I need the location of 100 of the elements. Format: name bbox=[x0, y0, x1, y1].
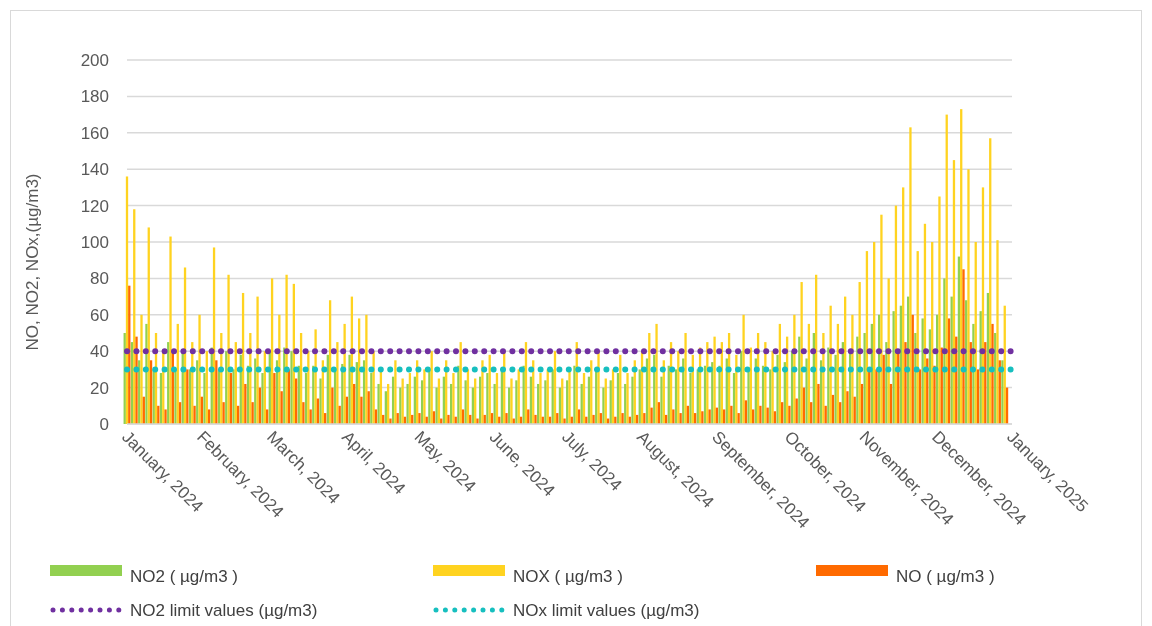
bar bbox=[447, 414, 450, 424]
bar bbox=[174, 369, 177, 424]
bar bbox=[515, 380, 518, 424]
bar bbox=[307, 351, 310, 424]
bar bbox=[708, 409, 711, 424]
bar bbox=[261, 373, 264, 424]
bar bbox=[573, 365, 576, 424]
y-axis-title: NO, NO2, NOx,(µg/m3) bbox=[23, 173, 42, 351]
bar bbox=[701, 411, 704, 424]
legend-label: NOx limit values (µg/m3) bbox=[513, 600, 700, 620]
bar bbox=[938, 196, 941, 424]
bar bbox=[193, 405, 196, 424]
bar bbox=[319, 378, 322, 424]
bar bbox=[776, 354, 779, 424]
bar bbox=[198, 314, 201, 424]
bar bbox=[343, 323, 346, 424]
bar bbox=[967, 169, 970, 424]
bar bbox=[943, 278, 946, 424]
y-tick-label: 20 bbox=[90, 378, 109, 398]
bar bbox=[747, 369, 750, 424]
bar bbox=[331, 387, 334, 424]
bar bbox=[372, 351, 375, 424]
bar bbox=[377, 383, 380, 424]
bar bbox=[933, 365, 936, 424]
bar bbox=[996, 240, 999, 424]
bar bbox=[302, 402, 305, 424]
bar bbox=[684, 333, 687, 424]
bar bbox=[834, 354, 837, 424]
bar bbox=[457, 365, 460, 424]
bar bbox=[909, 127, 912, 424]
bar bbox=[435, 387, 438, 424]
y-tick-label: 120 bbox=[80, 196, 109, 216]
bar bbox=[203, 373, 206, 424]
bar bbox=[481, 360, 484, 424]
bar bbox=[539, 373, 542, 424]
bar bbox=[394, 360, 397, 424]
bar bbox=[846, 391, 849, 424]
bar bbox=[660, 376, 663, 424]
bar bbox=[863, 333, 866, 424]
y-tick-label: 100 bbox=[80, 232, 109, 252]
bar bbox=[452, 373, 455, 424]
bar bbox=[972, 323, 975, 424]
legend-label: NOX ( µg/m3 ) bbox=[513, 566, 623, 586]
bar bbox=[348, 354, 351, 424]
y-tick-label: 200 bbox=[80, 50, 109, 70]
bar bbox=[851, 314, 854, 424]
bar bbox=[805, 358, 808, 424]
bar bbox=[822, 333, 825, 424]
bar bbox=[892, 311, 895, 424]
bar bbox=[145, 323, 148, 424]
y-tick-label: 140 bbox=[80, 160, 109, 180]
bar bbox=[360, 396, 363, 424]
bar bbox=[336, 342, 339, 424]
bar bbox=[251, 402, 254, 424]
bar bbox=[793, 314, 796, 424]
bar bbox=[476, 418, 479, 424]
bar bbox=[464, 380, 467, 424]
y-tick-label: 0 bbox=[99, 414, 109, 434]
legend-label: NO ( µg/m3 ) bbox=[896, 566, 995, 586]
bar bbox=[602, 387, 605, 424]
bar bbox=[788, 405, 791, 424]
bar bbox=[672, 409, 675, 424]
bar bbox=[227, 274, 230, 424]
bar bbox=[713, 336, 716, 424]
bar bbox=[655, 323, 658, 424]
legend-label: NO2 ( µg/m3 ) bbox=[130, 566, 239, 586]
bar bbox=[856, 336, 859, 424]
bar bbox=[406, 383, 409, 424]
bar bbox=[544, 380, 547, 424]
bar bbox=[817, 383, 820, 424]
bar bbox=[626, 373, 629, 424]
y-tick-label: 180 bbox=[80, 87, 109, 107]
bar bbox=[222, 402, 225, 424]
bar bbox=[505, 413, 508, 424]
bar bbox=[689, 373, 692, 424]
bar bbox=[290, 351, 293, 424]
bar bbox=[428, 369, 431, 424]
bar bbox=[486, 373, 489, 424]
y-tick-label: 60 bbox=[90, 305, 109, 325]
bar bbox=[829, 305, 832, 424]
y-tick-label: 40 bbox=[90, 342, 109, 362]
bar bbox=[534, 414, 537, 424]
bar bbox=[621, 413, 624, 424]
bar bbox=[730, 405, 733, 424]
y-tick-label: 160 bbox=[80, 123, 109, 143]
bar bbox=[169, 236, 172, 424]
bar bbox=[285, 274, 288, 424]
y-tick-label: 80 bbox=[90, 269, 109, 289]
bar bbox=[650, 407, 653, 424]
bar bbox=[914, 333, 917, 424]
legend-label: NO2 limit values (µg/m3) bbox=[130, 600, 318, 620]
bar bbox=[244, 383, 247, 424]
bar bbox=[718, 365, 721, 424]
bar bbox=[389, 418, 392, 424]
bar bbox=[280, 391, 283, 424]
bar bbox=[679, 413, 682, 424]
bar bbox=[273, 373, 276, 424]
bar bbox=[592, 414, 595, 424]
bar bbox=[875, 369, 878, 424]
bar bbox=[563, 418, 566, 424]
